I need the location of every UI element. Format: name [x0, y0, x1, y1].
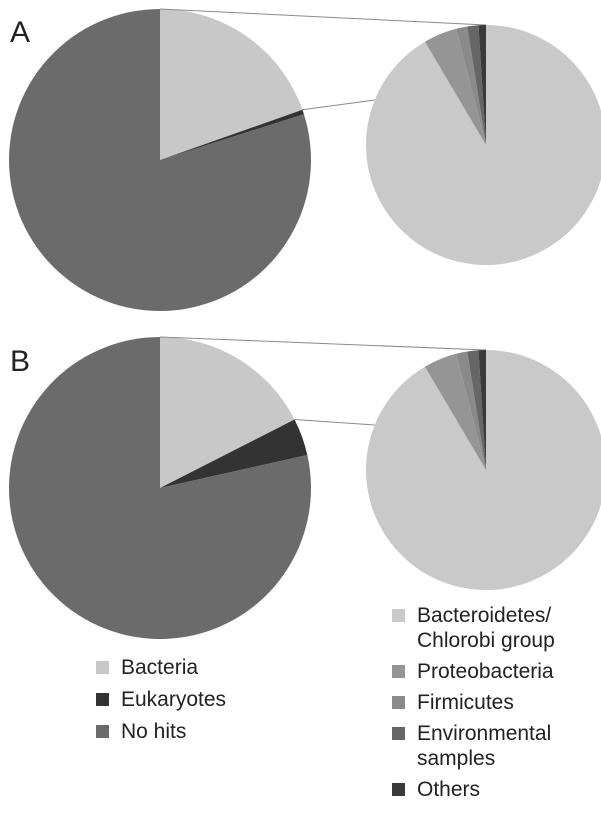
legend-label-proteobacteria: Proteobacteria — [417, 660, 554, 683]
legend-label-environmental-line1: Environmental — [417, 722, 552, 745]
detail-slice-firmicutes — [456, 351, 486, 470]
legend-label-no-hits: No hits — [121, 720, 187, 743]
legend-item-others: Others — [392, 777, 597, 802]
panel-label-b: B — [10, 345, 30, 378]
legend-label-bacteroidetes-line1: Bacteroidetes/ — [417, 604, 552, 627]
pie-slice-eukaryotes — [160, 109, 304, 160]
legend-item-no-hits: No hits — [96, 719, 226, 744]
legend-item-bacteroidetes: Bacteroidetes/ Chlorobi group — [392, 603, 597, 653]
legend-item-environmental-samples: Environmental samples — [392, 721, 597, 771]
legend-detail: Bacteroidetes/ Chlorobi group Proteobact… — [392, 603, 597, 808]
detail-slice-bacteroidetes-chlorobi-group — [366, 350, 601, 590]
detail-slice-others — [478, 25, 486, 145]
legend-label-environmental-line2: samples — [417, 747, 496, 770]
connector-line-bottom — [302, 99, 375, 111]
legend-label-eukaryotes: Eukaryotes — [121, 688, 227, 711]
detail-slice-environmental-samples — [467, 350, 486, 470]
legend-swatch-firmicutes — [392, 696, 405, 709]
legend-swatch-proteobacteria — [392, 665, 405, 678]
pie-slice-eukaryotes — [160, 419, 308, 488]
legend-label-bacteroidetes-line2: Chlorobi group — [417, 629, 555, 652]
legend-swatch-eukaryotes — [96, 693, 109, 706]
legend-item-eukaryotes: Eukaryotes — [96, 687, 226, 712]
legend-swatch-environmental-samples — [392, 727, 405, 740]
legend-label-bacteroidetes: Bacteroidetes/ Chlorobi group — [417, 603, 555, 653]
legend-swatch-no-hits — [96, 725, 109, 738]
legend-item-proteobacteria: Proteobacteria — [392, 659, 597, 684]
pie-slice-no-hits — [9, 9, 312, 311]
connector-line-top — [159, 8, 487, 26]
legend-swatch-bacteria — [96, 661, 109, 674]
detail-slice-proteobacteria — [424, 28, 486, 145]
detail-slice-others — [478, 350, 486, 470]
connector-line-top — [159, 336, 487, 351]
legend-label-environmental-samples: Environmental samples — [417, 721, 551, 771]
pie-slice-bacteria — [160, 337, 295, 488]
panel-label-a: A — [10, 16, 30, 49]
legend-item-firmicutes: Firmicutes — [392, 690, 597, 715]
detail-slice-firmicutes — [456, 26, 486, 146]
pie-slice-no-hits — [8, 337, 311, 639]
detail-slice-proteobacteria — [424, 353, 486, 470]
legend-main: Bacteria Eukaryotes No hits — [96, 655, 226, 751]
legend-swatch-others — [392, 783, 405, 796]
detail-slice-environmental-samples — [467, 25, 486, 146]
legend-label-others: Others — [417, 778, 481, 801]
detail-slice-bacteroidetes-chlorobi-group — [366, 25, 601, 265]
legend-label-firmicutes: Firmicutes — [417, 691, 514, 714]
panel-a — [9, 8, 601, 311]
legend-swatch-bacteroidetes — [392, 609, 405, 622]
panel-b — [8, 336, 601, 639]
connector-line-bottom — [294, 418, 375, 426]
pie-slice-bacteria — [160, 9, 303, 160]
legend-label-bacteria: Bacteria — [121, 656, 199, 679]
legend-item-bacteria: Bacteria — [96, 655, 226, 680]
